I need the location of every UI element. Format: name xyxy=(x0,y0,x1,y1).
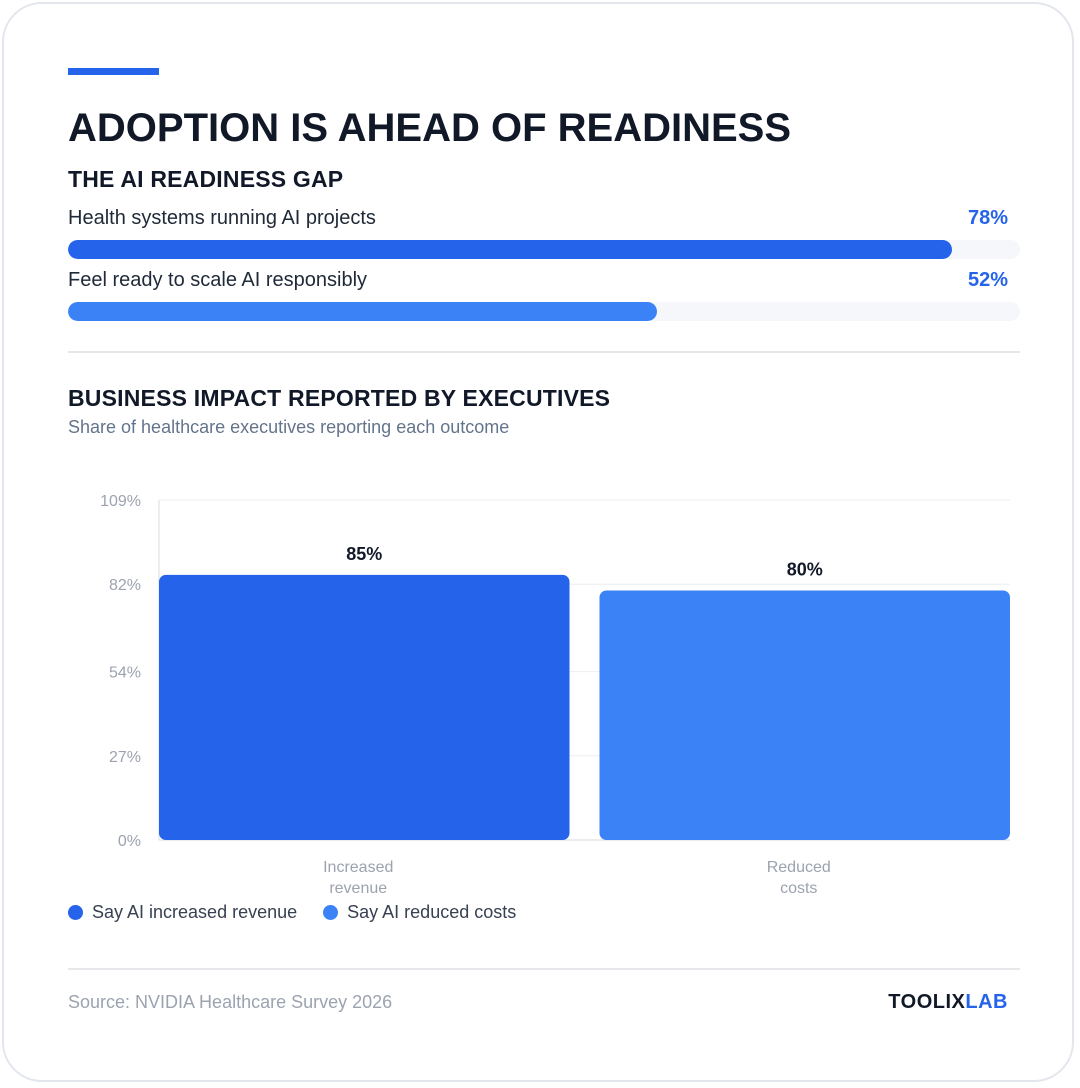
brand-accent: LAB xyxy=(965,991,1008,1013)
source-note: Source: NVIDIA Healthcare Survey 2026 xyxy=(68,992,393,1012)
legend-label-revenue: Say AI increased revenue xyxy=(92,902,298,922)
section-divider xyxy=(68,351,1020,353)
metric-label-ready-to-scale: Feel ready to scale AI responsibly xyxy=(68,269,368,291)
metric-label-running-ai: Health systems running AI projects xyxy=(68,207,376,229)
progress-fill-ready-to-scale xyxy=(68,302,658,321)
readiness-gap-title: THE AI READINESS GAP xyxy=(68,166,344,192)
x-tick-label: revenue xyxy=(329,880,387,897)
progress-track-running-ai xyxy=(68,240,1020,259)
legend-dot-costs xyxy=(323,905,339,920)
impact-subtitle: Share of healthcare executives reporting… xyxy=(68,417,510,437)
impact-bar-chart: 0% 27% 54% 82% 109% 85% Increased revenue 80% Red… xyxy=(100,493,1010,897)
y-tick-label: 27% xyxy=(109,749,141,766)
x-tick-label: costs xyxy=(780,880,817,897)
progress-track-ready-to-scale xyxy=(68,302,1020,321)
legend-dot-revenue xyxy=(68,905,83,920)
y-tick-label: 54% xyxy=(109,665,141,682)
brand-main: TOOLIX xyxy=(888,991,966,1013)
bar xyxy=(159,574,570,840)
legend-label-costs: Say AI reduced costs xyxy=(347,902,517,922)
x-tick-label: Reduced xyxy=(767,859,831,876)
page-title: ADOPTION IS AHEAD OF READINESS xyxy=(68,106,792,150)
y-tick-label: 0% xyxy=(118,833,141,850)
metric-value-running-ai: 78% xyxy=(967,207,1008,229)
bar-value-label: 80% xyxy=(787,559,823,579)
x-tick-label: Increased xyxy=(323,859,393,876)
y-tick-label: 82% xyxy=(109,577,141,594)
metric-value-ready-to-scale: 52% xyxy=(967,269,1008,291)
legend-item-costs: Say AI reduced costs xyxy=(323,902,516,923)
brand-logo: TOOLIXLAB xyxy=(888,991,1008,1014)
bar-value-label: 85% xyxy=(346,544,382,564)
bar xyxy=(599,590,1010,840)
chart-legend: Say AI increased revenue Say AI reduced … xyxy=(68,902,516,923)
y-tick-label: 109% xyxy=(100,493,141,510)
accent-bar xyxy=(68,68,159,75)
legend-item-revenue: Say AI increased revenue xyxy=(68,902,297,923)
progress-fill-running-ai xyxy=(68,240,952,259)
impact-title: BUSINESS IMPACT REPORTED BY EXECUTIVES xyxy=(68,385,611,411)
footer-divider xyxy=(68,968,1020,970)
